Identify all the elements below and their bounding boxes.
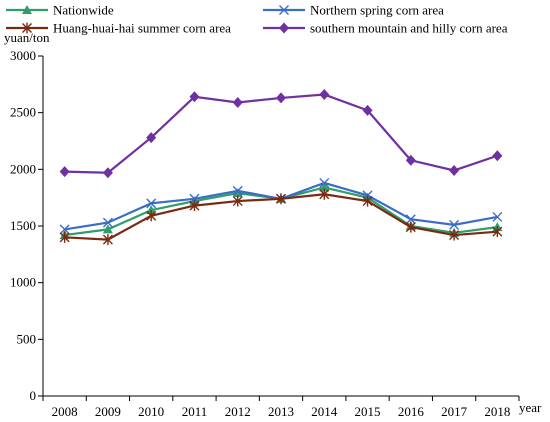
legend-label: Nationwide xyxy=(53,3,114,18)
x-tick-label: 2014 xyxy=(311,404,338,419)
data-point xyxy=(232,188,243,198)
legend-item: Huang-huai-hai summer corn area xyxy=(6,21,231,36)
data-point xyxy=(102,224,113,234)
legend-marker xyxy=(279,5,289,15)
data-point xyxy=(59,224,70,235)
x-tick-label: 2013 xyxy=(268,404,294,419)
data-point xyxy=(449,229,460,241)
axes: 0 500 1000 1500 2000 2500 3000 2008 2009 2010 2011… xyxy=(10,48,520,419)
data-point xyxy=(146,132,157,144)
x-tick-label: 2010 xyxy=(138,404,164,419)
legend-item: Nationwide xyxy=(6,3,114,18)
y-tick-label: 1500 xyxy=(10,218,36,233)
legend-label: Huang-huai-hai summer corn area xyxy=(53,21,231,36)
legend-label: Northern spring corn area xyxy=(310,3,444,18)
data-point xyxy=(319,188,330,200)
x-tick-label: 2009 xyxy=(95,404,121,419)
data-point xyxy=(276,92,286,104)
data-point xyxy=(362,195,373,207)
data-point xyxy=(276,193,286,205)
x-tick-label: 2012 xyxy=(225,404,251,419)
series xyxy=(59,188,503,246)
y-tick-label: 1000 xyxy=(10,275,36,290)
x-tick-label: 2017 xyxy=(441,404,468,419)
data-point xyxy=(232,185,243,196)
data-point xyxy=(449,219,460,230)
legend-item: Northern spring corn area xyxy=(263,3,444,18)
data-point xyxy=(319,89,330,101)
series-line xyxy=(64,181,498,231)
x-axis-title: year xyxy=(519,400,542,415)
data-point xyxy=(146,205,157,215)
data-point xyxy=(362,104,373,116)
legend-marker xyxy=(22,5,32,14)
y-tick-label: 2000 xyxy=(10,161,36,176)
data-point xyxy=(146,210,157,222)
x-tick-label: 2016 xyxy=(398,404,425,419)
data-point xyxy=(319,182,330,192)
data-point xyxy=(59,231,70,243)
legend: Nationwide Northern spring corn area Huang… xyxy=(6,3,508,36)
y-tick-label: 2500 xyxy=(10,105,36,120)
x-tick-label: 2008 xyxy=(52,404,78,419)
data-point xyxy=(146,198,157,209)
y-axis-title: yuan/ton xyxy=(4,30,50,45)
series-line xyxy=(64,93,498,174)
data-point xyxy=(405,214,416,225)
data-point xyxy=(492,150,503,162)
data-point xyxy=(102,217,113,228)
data-point xyxy=(405,221,416,233)
x-tick-label: 2015 xyxy=(355,404,381,419)
data-point xyxy=(189,200,200,212)
legend-marker xyxy=(279,22,289,34)
data-point xyxy=(232,195,243,207)
series xyxy=(59,177,503,235)
data-point xyxy=(449,164,460,176)
data-point xyxy=(492,226,503,238)
data-point xyxy=(189,91,200,103)
series-layer xyxy=(59,89,503,246)
y-tick-label: 3000 xyxy=(10,48,36,63)
legend-marker xyxy=(22,22,32,34)
data-point xyxy=(405,154,416,166)
data-point xyxy=(232,96,243,108)
legend-label: southern mountain and hilly corn area xyxy=(310,21,508,36)
series xyxy=(59,89,503,179)
data-point xyxy=(492,211,503,222)
x-tick-label: 2018 xyxy=(484,404,510,419)
data-point xyxy=(319,177,330,188)
data-point xyxy=(59,166,70,178)
y-tick-label: 0 xyxy=(30,388,37,403)
data-point xyxy=(102,234,113,246)
legend-item: southern mountain and hilly corn area xyxy=(263,21,508,36)
data-point xyxy=(102,167,113,179)
y-tick-label: 500 xyxy=(17,331,37,346)
x-tick-label: 2011 xyxy=(182,404,208,419)
